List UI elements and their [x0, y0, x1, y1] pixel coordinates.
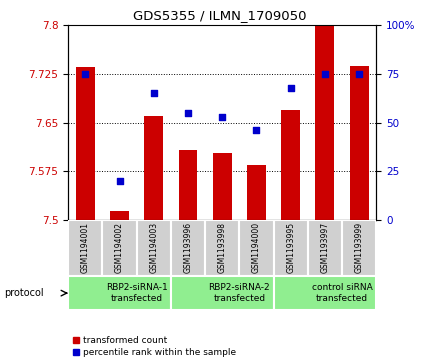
- Point: [356, 71, 363, 77]
- Bar: [171, 220, 205, 276]
- Bar: [68, 276, 171, 310]
- Text: RBP2-siRNA-1
transfected: RBP2-siRNA-1 transfected: [106, 284, 168, 303]
- Text: GDS5355 / ILMN_1709050: GDS5355 / ILMN_1709050: [133, 9, 307, 22]
- Point: [150, 90, 157, 96]
- Bar: [103, 220, 137, 276]
- Bar: [342, 220, 376, 276]
- Bar: [179, 150, 198, 220]
- Text: GSM1193996: GSM1193996: [183, 222, 192, 273]
- Point: [219, 114, 226, 119]
- Text: GSM1193997: GSM1193997: [320, 222, 330, 273]
- Text: RBP2-siRNA-2
transfected: RBP2-siRNA-2 transfected: [209, 284, 270, 303]
- Point: [287, 85, 294, 90]
- Text: GSM1194002: GSM1194002: [115, 222, 124, 273]
- Bar: [76, 68, 95, 220]
- Text: GSM1194003: GSM1194003: [149, 222, 158, 273]
- Bar: [205, 220, 239, 276]
- Bar: [308, 220, 342, 276]
- Bar: [239, 220, 274, 276]
- Point: [116, 178, 123, 184]
- Point: [82, 71, 89, 77]
- Point: [184, 110, 191, 116]
- Bar: [274, 220, 308, 276]
- Text: control siRNA
transfected: control siRNA transfected: [312, 284, 372, 303]
- Bar: [274, 276, 376, 310]
- Legend: transformed count, percentile rank within the sample: transformed count, percentile rank withi…: [73, 336, 236, 357]
- Bar: [247, 164, 266, 220]
- Text: GSM1194000: GSM1194000: [252, 222, 261, 273]
- Bar: [281, 110, 300, 220]
- Bar: [350, 66, 369, 220]
- Bar: [315, 25, 334, 220]
- Text: protocol: protocol: [4, 288, 44, 298]
- Bar: [213, 153, 231, 220]
- Point: [253, 127, 260, 133]
- Text: GSM1193999: GSM1193999: [355, 222, 363, 273]
- Bar: [137, 220, 171, 276]
- Bar: [68, 220, 103, 276]
- Point: [321, 71, 328, 77]
- Bar: [171, 276, 274, 310]
- Bar: [144, 116, 163, 220]
- Bar: [110, 211, 129, 220]
- Text: GSM1193995: GSM1193995: [286, 222, 295, 273]
- Text: GSM1193998: GSM1193998: [218, 222, 227, 273]
- Text: GSM1194001: GSM1194001: [81, 222, 90, 273]
